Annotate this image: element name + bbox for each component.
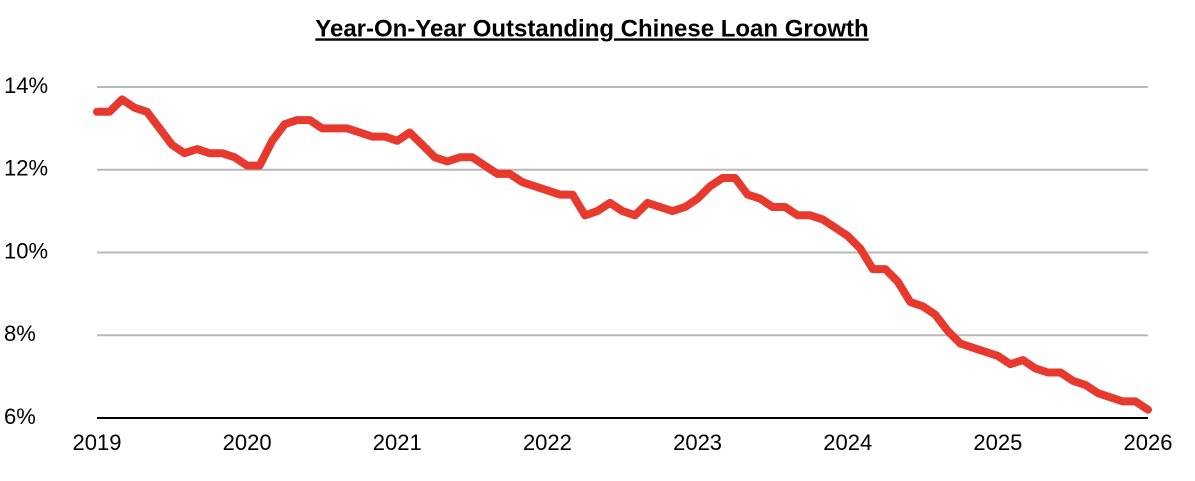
x-tick-label: 2024 xyxy=(823,430,872,455)
x-tick-label: 2026 xyxy=(1124,430,1173,455)
x-tick-label: 2019 xyxy=(73,430,122,455)
chart-title: Year-On-Year Outstanding Chinese Loan Gr… xyxy=(315,15,868,42)
y-tick-label: 8% xyxy=(4,321,36,346)
y-tick-label: 12% xyxy=(4,156,48,181)
x-tick-label: 2022 xyxy=(523,430,572,455)
y-tick-label: 6% xyxy=(4,404,36,429)
x-tick-label: 2020 xyxy=(223,430,272,455)
data-line xyxy=(93,95,1152,414)
y-tick-label: 14% xyxy=(4,73,48,98)
x-tick-label: 2023 xyxy=(673,430,722,455)
y-tick-label: 10% xyxy=(4,238,48,263)
x-tick-label: 2021 xyxy=(373,430,422,455)
x-tick-label: 2025 xyxy=(973,430,1022,455)
